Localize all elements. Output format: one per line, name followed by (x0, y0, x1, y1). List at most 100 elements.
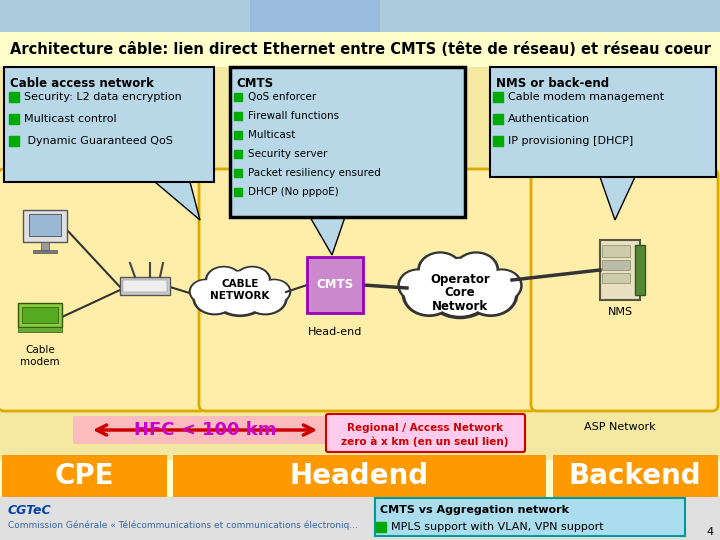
Bar (602, 273, 630, 283)
Text: Operator: Operator (430, 273, 490, 287)
FancyBboxPatch shape (199, 169, 536, 411)
Bar (41, 242, 49, 250)
Ellipse shape (428, 264, 492, 316)
Text: MPLS support with VLAN, VPN support: MPLS support with VLAN, VPN support (391, 522, 603, 532)
Bar (602, 245, 630, 257)
Ellipse shape (246, 284, 285, 313)
Text: Multicast control: Multicast control (24, 114, 117, 124)
Ellipse shape (195, 284, 235, 313)
Text: zero à x km (en un seul lien): zero à x km (en un seul lien) (341, 437, 509, 447)
Text: QoS enforcer: QoS enforcer (248, 92, 316, 102)
Text: IP provisioning [DHCP]: IP provisioning [DHCP] (508, 136, 634, 146)
Bar (23, 210, 67, 242)
Bar (0, 497, 720, 540)
Bar (380, 0, 720, 32)
Text: NMS or back-end: NMS or back-end (496, 77, 609, 90)
Polygon shape (310, 217, 345, 255)
Text: Commission Générale « Télécommunications et communications électroniq...: Commission Générale « Télécommunications… (8, 520, 358, 530)
Polygon shape (600, 177, 635, 220)
Text: CABLE
NETWORK: CABLE NETWORK (210, 279, 270, 301)
Text: Cable access network: Cable access network (10, 77, 154, 90)
Ellipse shape (189, 279, 223, 305)
Bar (29, 214, 61, 236)
Ellipse shape (481, 268, 523, 302)
Bar (120, 277, 170, 295)
Text: Core: Core (445, 287, 475, 300)
FancyBboxPatch shape (375, 498, 685, 536)
Ellipse shape (397, 268, 439, 302)
Bar (173, 455, 546, 497)
Polygon shape (155, 182, 200, 220)
Text: Dynamic Guaranteed QoS: Dynamic Guaranteed QoS (24, 136, 173, 146)
Text: Security: L2 data encryption: Security: L2 data encryption (24, 92, 181, 102)
Ellipse shape (417, 251, 463, 289)
Text: ASP Network: ASP Network (584, 422, 656, 432)
Text: Regional / Access Network: Regional / Access Network (347, 423, 503, 433)
Ellipse shape (456, 254, 497, 287)
Text: HFC < 100 km: HFC < 100 km (134, 421, 276, 439)
Text: Network: Network (432, 300, 488, 313)
Text: Packet resiliency ensured: Packet resiliency ensured (248, 168, 381, 178)
Text: DHCP (No pppoE): DHCP (No pppoE) (248, 187, 338, 197)
Bar (0, 67, 720, 460)
Ellipse shape (235, 267, 269, 293)
Bar (18, 303, 62, 327)
Ellipse shape (205, 266, 243, 294)
Bar (0, 0, 250, 32)
Ellipse shape (233, 266, 271, 294)
Text: Multicast: Multicast (248, 130, 295, 140)
Text: Firewall functions: Firewall functions (248, 111, 339, 121)
Bar (18, 327, 62, 332)
Bar (33, 250, 57, 253)
Ellipse shape (424, 261, 496, 319)
FancyBboxPatch shape (0, 169, 205, 411)
Bar (2, 455, 167, 497)
Ellipse shape (400, 271, 436, 301)
Bar (123, 280, 167, 292)
FancyBboxPatch shape (531, 169, 718, 411)
Text: Headend: Headend (289, 462, 428, 490)
FancyBboxPatch shape (230, 67, 465, 217)
Ellipse shape (243, 281, 288, 315)
Text: Security server: Security server (248, 149, 328, 159)
Ellipse shape (483, 271, 520, 301)
Bar (22, 307, 58, 323)
Bar (602, 260, 630, 270)
Ellipse shape (211, 273, 269, 317)
Ellipse shape (259, 280, 289, 303)
Text: CMTS: CMTS (316, 279, 354, 292)
Text: Backend: Backend (569, 462, 701, 490)
Bar (635, 245, 645, 295)
Ellipse shape (207, 267, 240, 293)
Ellipse shape (453, 251, 499, 289)
Text: Cable modem management: Cable modem management (508, 92, 664, 102)
Bar (553, 455, 718, 497)
Ellipse shape (225, 272, 255, 294)
Text: 4: 4 (707, 527, 714, 537)
Bar (600, 240, 640, 300)
Bar (307, 257, 363, 313)
FancyBboxPatch shape (490, 67, 716, 177)
Ellipse shape (223, 270, 257, 296)
Text: CPE: CPE (54, 462, 114, 490)
Text: Authentication: Authentication (508, 114, 590, 124)
Text: CMTS vs Aggregation network: CMTS vs Aggregation network (380, 505, 569, 515)
Ellipse shape (257, 279, 292, 305)
Text: Cable
modem: Cable modem (20, 345, 60, 367)
FancyBboxPatch shape (73, 416, 335, 444)
Ellipse shape (463, 272, 518, 317)
Bar (0, 32, 720, 67)
Text: Head-end: Head-end (308, 327, 362, 337)
Ellipse shape (215, 275, 266, 314)
Text: CGTeC: CGTeC (8, 504, 52, 517)
Ellipse shape (467, 275, 515, 314)
Ellipse shape (402, 272, 456, 317)
Text: NMS: NMS (608, 307, 633, 317)
Text: Architecture câble: lien direct Ethernet entre CMTS (tête de réseau) et réseau c: Architecture câble: lien direct Ethernet… (10, 43, 711, 57)
FancyBboxPatch shape (4, 67, 214, 182)
Ellipse shape (439, 256, 481, 291)
Ellipse shape (441, 259, 478, 289)
Ellipse shape (191, 280, 221, 303)
Ellipse shape (405, 275, 454, 314)
Ellipse shape (420, 254, 461, 287)
